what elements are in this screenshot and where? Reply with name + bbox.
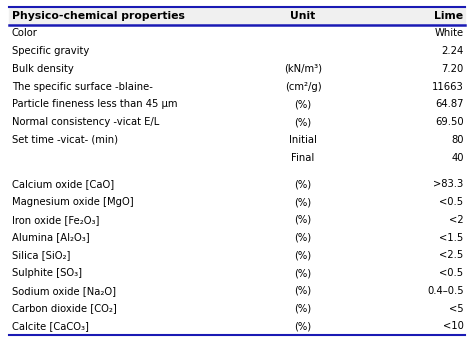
Text: 40: 40 <box>451 153 464 163</box>
Text: <0.5: <0.5 <box>439 197 464 207</box>
Text: White: White <box>435 28 464 38</box>
Bar <box>9 167 465 175</box>
Text: Carbon dioxide [CO₂]: Carbon dioxide [CO₂] <box>12 304 117 314</box>
Text: <2: <2 <box>449 215 464 225</box>
Bar <box>9 175 465 193</box>
Text: (%): (%) <box>294 100 311 109</box>
Text: Set time -vicat- (min): Set time -vicat- (min) <box>12 135 118 145</box>
Bar <box>9 7 465 25</box>
Text: (%): (%) <box>294 321 311 331</box>
Text: 11663: 11663 <box>432 82 464 92</box>
Text: (%): (%) <box>294 179 311 189</box>
Bar <box>9 247 465 264</box>
Text: <5: <5 <box>449 304 464 314</box>
Text: (%): (%) <box>294 197 311 207</box>
Text: Alumina [Al₂O₃]: Alumina [Al₂O₃] <box>12 233 90 242</box>
Text: 2.24: 2.24 <box>441 46 464 56</box>
Text: Particle fineness less than 45 μm: Particle fineness less than 45 μm <box>12 100 177 109</box>
Text: Calcite [CaCO₃]: Calcite [CaCO₃] <box>12 321 89 331</box>
Text: Normal consistency -vicat E/L: Normal consistency -vicat E/L <box>12 117 159 127</box>
Bar <box>9 78 465 95</box>
Bar <box>9 229 465 247</box>
Text: Initial: Initial <box>289 135 317 145</box>
Text: 80: 80 <box>451 135 464 145</box>
Text: (%): (%) <box>294 215 311 225</box>
Text: The specific surface -blaine-: The specific surface -blaine- <box>12 82 153 92</box>
Bar <box>9 95 465 113</box>
Text: Magnesium oxide [MgO]: Magnesium oxide [MgO] <box>12 197 133 207</box>
Bar <box>9 264 465 282</box>
Bar <box>9 131 465 149</box>
Text: Specific gravity: Specific gravity <box>12 46 89 56</box>
Text: >83.3: >83.3 <box>433 179 464 189</box>
Bar <box>9 282 465 300</box>
Text: (kN/m³): (kN/m³) <box>284 64 322 74</box>
Text: 64.87: 64.87 <box>435 100 464 109</box>
Text: (%): (%) <box>294 250 311 260</box>
Bar <box>9 42 465 60</box>
Text: (%): (%) <box>294 233 311 242</box>
Text: 7.20: 7.20 <box>441 64 464 74</box>
Text: 69.50: 69.50 <box>435 117 464 127</box>
Text: <0.5: <0.5 <box>439 268 464 278</box>
Bar <box>9 149 465 167</box>
Text: (%): (%) <box>294 304 311 314</box>
Text: Physico-chemical properties: Physico-chemical properties <box>12 11 185 21</box>
Bar <box>9 193 465 211</box>
Bar <box>9 113 465 131</box>
Text: <10: <10 <box>443 321 464 331</box>
Text: Calcium oxide [CaO]: Calcium oxide [CaO] <box>12 179 114 189</box>
Text: Lime: Lime <box>435 11 464 21</box>
Text: Sodium oxide [Na₂O]: Sodium oxide [Na₂O] <box>12 286 116 296</box>
Bar <box>9 211 465 229</box>
Text: (%): (%) <box>294 268 311 278</box>
Text: Silica [SiO₂]: Silica [SiO₂] <box>12 250 70 260</box>
Text: <1.5: <1.5 <box>439 233 464 242</box>
Text: <2.5: <2.5 <box>439 250 464 260</box>
Text: 0.4–0.5: 0.4–0.5 <box>427 286 464 296</box>
Bar <box>9 60 465 78</box>
Text: Sulphite [SO₃]: Sulphite [SO₃] <box>12 268 82 278</box>
Bar <box>9 25 465 42</box>
Text: Color: Color <box>12 28 37 38</box>
Text: (cm²/g): (cm²/g) <box>285 82 321 92</box>
Text: Unit: Unit <box>291 11 316 21</box>
Text: Iron oxide [Fe₂O₃]: Iron oxide [Fe₂O₃] <box>12 215 99 225</box>
Text: Final: Final <box>292 153 315 163</box>
Text: (%): (%) <box>294 286 311 296</box>
Bar <box>9 317 465 335</box>
Bar <box>9 300 465 317</box>
Text: Bulk density: Bulk density <box>12 64 73 74</box>
Text: (%): (%) <box>294 117 311 127</box>
